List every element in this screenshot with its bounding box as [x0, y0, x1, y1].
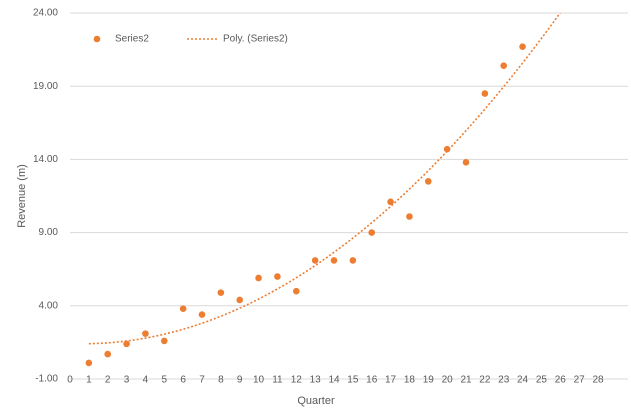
x-tick-label: 14	[328, 375, 340, 386]
point	[160, 337, 168, 345]
point	[519, 43, 526, 50]
x-tick-label: 16	[366, 375, 378, 386]
y-tick-label: 24.00	[33, 8, 58, 19]
legend-label: Poly. (Series2)	[223, 34, 288, 45]
y-tick-label: 19.00	[33, 81, 58, 92]
point	[236, 296, 244, 304]
x-tick-label: 9	[237, 375, 243, 386]
x-tick-label: 6	[180, 375, 186, 386]
point	[198, 311, 206, 318]
x-tick-label: 25	[536, 375, 548, 386]
point	[104, 350, 112, 358]
x-tick-label: 22	[479, 375, 491, 386]
point	[500, 62, 508, 70]
x-tick-label: 18	[404, 375, 416, 386]
point	[292, 287, 300, 295]
point	[387, 198, 394, 206]
point	[142, 330, 149, 337]
x-tick-label: 23	[498, 375, 510, 386]
x-tick-label: 21	[460, 375, 472, 386]
point	[406, 213, 413, 220]
y-tick-label: 4.00	[39, 300, 59, 311]
x-tick-label: 28	[592, 375, 604, 386]
x-tick-label: 24	[517, 375, 529, 386]
y-tick-label: -1.00	[35, 374, 58, 385]
x-tick-label: 10	[253, 375, 265, 386]
x-tick-label: 27	[574, 375, 586, 386]
point	[217, 289, 225, 296]
point	[462, 159, 470, 166]
x-tick-label: 13	[310, 375, 322, 386]
x-tick-label: 1	[86, 375, 92, 386]
x-tick-label: 12	[291, 375, 303, 386]
point	[255, 274, 262, 282]
point	[330, 257, 338, 264]
x-tick-label: 11	[272, 375, 283, 386]
x-tick-label: 8	[218, 375, 224, 386]
x-tick-label: 3	[124, 375, 130, 386]
x-tick-label: 4	[143, 375, 149, 386]
x-tick-label: 15	[347, 375, 359, 386]
x-tick-label: 19	[423, 375, 435, 386]
legend-label: Series2	[115, 34, 149, 45]
point	[443, 145, 451, 153]
point	[85, 359, 93, 367]
point	[274, 273, 281, 280]
x-tick-label: 7	[199, 375, 205, 386]
y-axis-title: Revenue (m)	[16, 164, 28, 228]
trendline	[88, 13, 562, 345]
point	[481, 90, 489, 97]
x-tick-label: 20	[442, 375, 454, 386]
y-tick-label: 14.00	[33, 154, 58, 165]
y-tick-label: 9.00	[39, 227, 59, 238]
point	[311, 257, 319, 264]
point	[349, 257, 357, 264]
point	[123, 340, 130, 348]
x-tick-label: 0	[67, 375, 73, 386]
x-tick-label: 5	[162, 375, 168, 386]
x-tick-label: 2	[105, 375, 111, 386]
legend-marker	[93, 35, 101, 43]
point	[368, 229, 376, 236]
x-tick-label: 17	[385, 375, 397, 386]
x-tick-label: 26	[555, 375, 567, 386]
point	[424, 178, 432, 185]
x-axis-title: Quarter	[297, 395, 335, 407]
point	[179, 305, 187, 313]
